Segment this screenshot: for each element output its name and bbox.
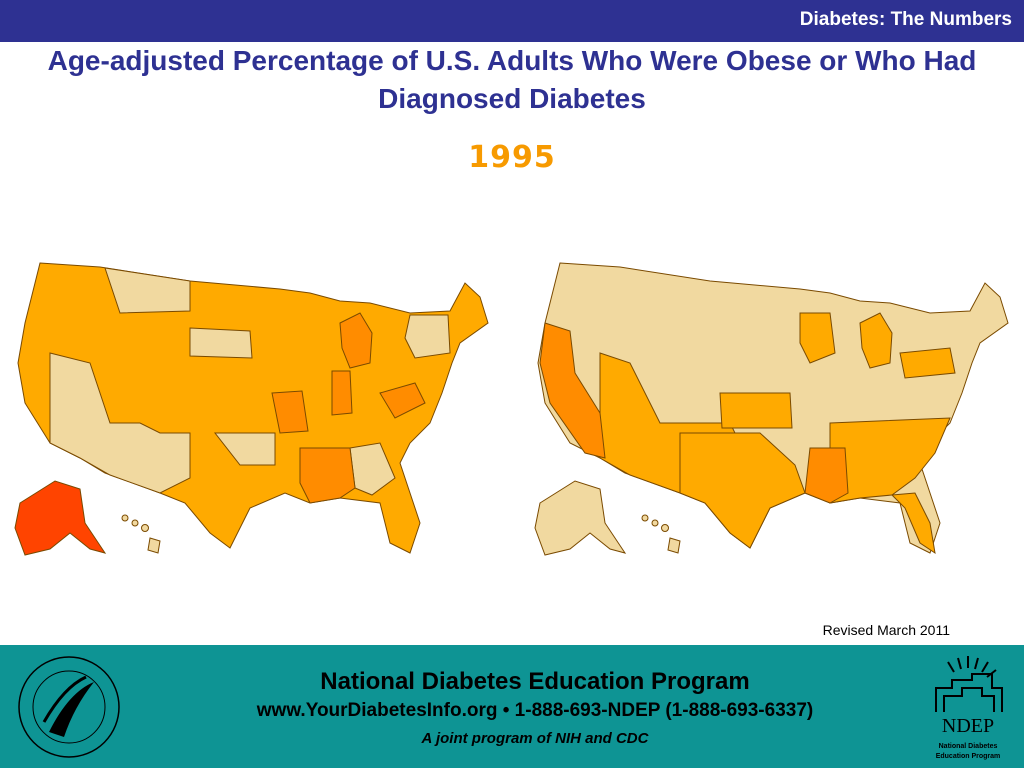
us-map-left-light-north: [104, 267, 191, 314]
ndep-subtitle-2: Education Program: [936, 753, 1001, 760]
maps-area: [14, 262, 1009, 556]
us-map-right-mid-ks: [719, 392, 793, 429]
alaska-left: [14, 480, 107, 556]
us-map-left-dark-in: [331, 370, 353, 416]
us-map-right-mid-tx: [679, 432, 806, 549]
top-bar: Diabetes: The Numbers: [0, 0, 1024, 42]
us-map-right: [534, 262, 1009, 556]
hawaii-right: [641, 514, 681, 554]
footer-tagline: A joint program of NIH and CDC: [421, 730, 649, 747]
us-map-left: [14, 262, 489, 556]
us-map-right-mid-north: [799, 312, 836, 364]
revised-date: Revised March 2011: [822, 622, 950, 638]
footer-band: [0, 645, 1024, 768]
us-map-left-dark-mid: [271, 390, 309, 434]
alaska-right: [534, 480, 627, 556]
ndep-logo: NDEP National Diabetes Education Program: [935, 656, 1003, 760]
us-map-right-mid-pa: [899, 347, 956, 379]
us-map-left-dark-mi: [339, 312, 373, 369]
ndep-subtitle: National Diabetes: [939, 743, 998, 750]
us-map-left-light-ne: [404, 314, 451, 359]
us-map-right-mid-fl: [890, 492, 936, 555]
us-map-left-light-dakota: [189, 327, 253, 359]
hhs-logo: [18, 656, 120, 758]
us-map-left-light-west: [49, 352, 191, 494]
slide-title: Age-adjusted Percentage of U.S. Adults W…: [47, 45, 977, 114]
us-map-right-mid-east: [829, 417, 951, 504]
us-map-left-dark-east: [379, 382, 426, 419]
us-map-left-light-ok: [213, 432, 276, 466]
year-label: 1995: [468, 140, 556, 175]
us-map-right-dark-south: [804, 447, 849, 504]
ndep-wordmark: NDEP: [942, 715, 994, 737]
us-map-right-dark-ca: [539, 322, 606, 459]
hawaii-left: [121, 514, 161, 554]
footer-org: National Diabetes Education Program: [320, 668, 750, 695]
header-label: Diabetes: The Numbers: [799, 9, 1012, 30]
us-map-left-dark-south: [299, 447, 356, 504]
footer-contact: www.YourDiabetesInfo.org • 1-888-693-NDE…: [256, 700, 814, 721]
us-map-right-mid-mi: [859, 312, 893, 369]
